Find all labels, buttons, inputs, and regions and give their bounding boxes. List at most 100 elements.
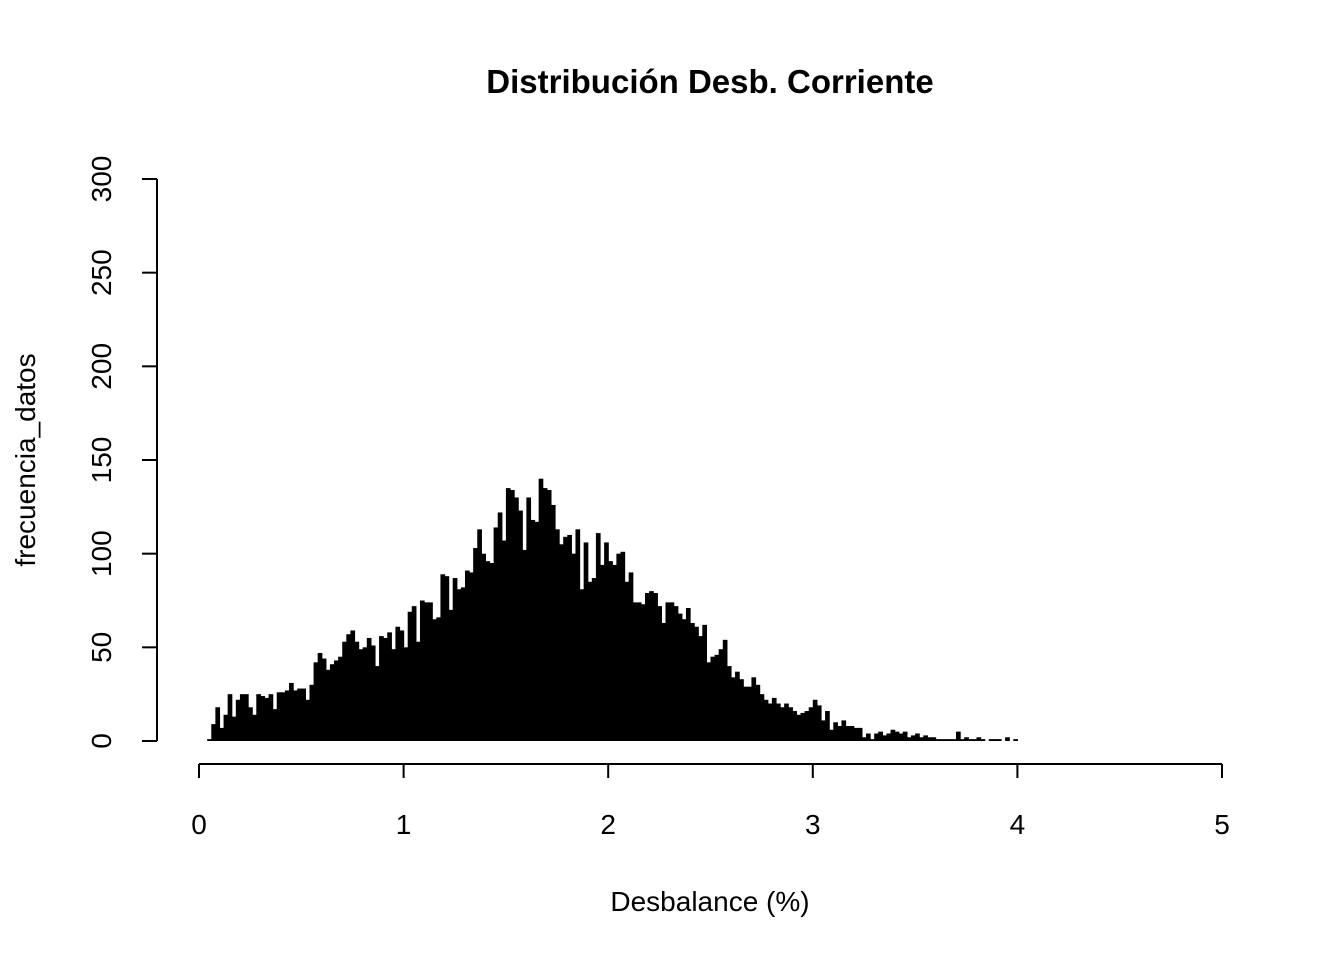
histogram-bar xyxy=(841,720,847,741)
histogram-bar xyxy=(485,561,491,741)
y-tick-label: 300 xyxy=(86,156,117,203)
histogram-bar xyxy=(239,694,245,741)
histogram-bar xyxy=(947,739,953,741)
histogram-bar xyxy=(792,711,798,741)
histogram-bar xyxy=(763,699,769,741)
histogram-bar xyxy=(411,606,417,741)
histogram-bar xyxy=(600,564,605,741)
histogram-bar xyxy=(231,716,237,741)
histogram-bar xyxy=(1013,739,1018,741)
histogram-bar xyxy=(870,739,875,741)
histogram-bar xyxy=(616,553,622,741)
histogram-bar xyxy=(759,694,765,741)
histogram-bar xyxy=(374,666,380,741)
histogram-bar xyxy=(690,622,695,741)
histogram-bar xyxy=(289,682,294,741)
histogram-bar xyxy=(751,677,757,741)
histogram-bar xyxy=(730,677,736,741)
histogram-bar xyxy=(829,729,834,741)
histogram-bar xyxy=(820,720,826,741)
histogram-bar xyxy=(342,641,347,741)
histogram-bar xyxy=(244,694,249,741)
histogram-bar xyxy=(604,542,609,741)
histogram-bar xyxy=(325,669,331,741)
histogram-bar xyxy=(313,662,319,741)
histogram-bar xyxy=(702,624,708,741)
histogram-bar xyxy=(256,694,261,741)
histogram-bar xyxy=(628,572,634,741)
histogram-bar xyxy=(473,548,478,741)
histogram-bar xyxy=(837,726,843,741)
histogram-bar xyxy=(612,564,617,741)
histogram-bar xyxy=(399,630,405,741)
x-tick-label: 3 xyxy=(805,809,821,840)
x-tick-label: 2 xyxy=(600,809,616,840)
histogram-bar xyxy=(874,733,879,741)
histogram-bar xyxy=(501,540,507,741)
histogram-bar xyxy=(293,690,298,741)
histogram-bar xyxy=(645,593,650,741)
histogram-bar xyxy=(542,488,548,741)
y-tick-label: 50 xyxy=(86,632,117,663)
histogram-bar xyxy=(329,664,335,741)
y-axis: 0 50 100 150 200 250 300 xyxy=(86,156,158,749)
histogram-bar xyxy=(726,666,732,741)
histogram-bar xyxy=(456,589,462,741)
y-tick-label: 200 xyxy=(86,343,117,390)
histogram-bar xyxy=(260,696,266,741)
histogram-bar xyxy=(403,647,409,741)
histogram-bar xyxy=(546,489,552,741)
x-axis: 0 1 2 3 4 5 xyxy=(191,763,1230,840)
histogram-bar xyxy=(796,714,802,741)
histogram-bar xyxy=(915,733,920,741)
histogram-bar xyxy=(227,694,233,741)
histogram-bar xyxy=(219,727,225,741)
histogram-bar xyxy=(845,726,851,741)
histogram-bar xyxy=(391,649,397,741)
histogram-bar xyxy=(882,735,888,741)
histogram-bar xyxy=(951,739,957,741)
histogram-bar xyxy=(980,739,986,741)
histogram-bar xyxy=(317,652,323,741)
histogram-bar xyxy=(505,488,511,741)
histogram-bar xyxy=(866,733,871,741)
x-tick-label: 1 xyxy=(396,809,412,840)
histogram-bar xyxy=(567,534,572,741)
histogram-bar xyxy=(808,707,814,741)
histogram-bar xyxy=(649,591,654,741)
histogram-bar xyxy=(661,622,667,741)
chart-title: Distribución Desb. Corriente xyxy=(486,63,933,100)
histogram-bar xyxy=(526,497,532,741)
histogram-bar xyxy=(923,735,928,741)
histogram-bar xyxy=(988,739,994,741)
histogram-bar xyxy=(780,707,785,741)
histogram-bar xyxy=(992,739,998,741)
histogram-bar xyxy=(775,703,781,741)
histogram-bar xyxy=(632,602,638,741)
x-tick-label: 5 xyxy=(1214,809,1230,840)
x-tick-label: 4 xyxy=(1010,809,1026,840)
histogram-bar xyxy=(816,705,822,741)
histogram-bar xyxy=(620,551,626,741)
y-tick-label: 150 xyxy=(86,437,117,484)
histogram-bar xyxy=(919,737,924,741)
histogram-bar xyxy=(665,602,671,741)
histogram-bar xyxy=(669,602,675,741)
histogram-bar xyxy=(653,593,658,741)
histogram-bar xyxy=(309,684,315,741)
histogram-bar xyxy=(743,686,748,741)
histogram-bar xyxy=(284,690,290,741)
histogram-bar xyxy=(211,724,216,741)
histogram-bar xyxy=(248,707,253,741)
histogram-bar xyxy=(518,510,523,741)
histogram-bar xyxy=(252,714,257,741)
x-axis-label: Desbalance (%) xyxy=(610,886,809,917)
histogram-bar xyxy=(346,634,351,741)
histogram-bar xyxy=(906,737,912,741)
histogram-bar xyxy=(301,688,306,741)
histogram-bar xyxy=(890,729,896,741)
histogram-bar xyxy=(767,703,773,741)
histogram-bar xyxy=(681,619,687,741)
histogram-bar xyxy=(530,519,536,741)
